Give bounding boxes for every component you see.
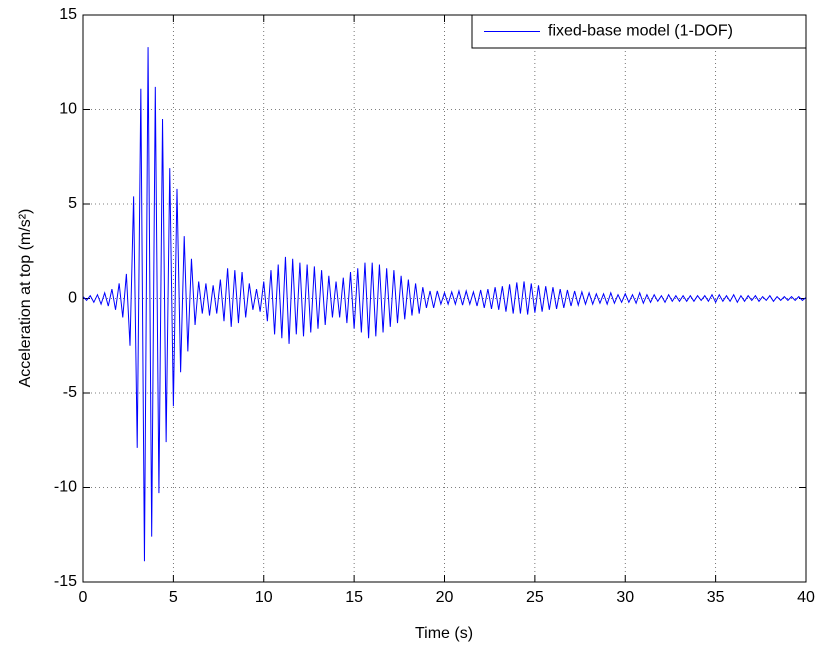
x-tick-label: 5 [169,589,178,606]
x-tick-label: 40 [797,589,815,606]
x-tick-label: 35 [707,589,725,606]
x-tick-label: 10 [255,589,273,606]
x-tick-label: 20 [436,589,454,606]
y-tick-label: -15 [54,573,77,590]
y-axis-label: Acceleration at top (m/s²) [17,209,34,388]
y-tick-label: 0 [68,290,77,307]
x-tick-label: 15 [345,589,363,606]
y-tick-label: -10 [54,479,77,496]
data-line [82,47,807,562]
x-tick-label: 30 [616,589,634,606]
legend-label: fixed-base model (1-DOF) [548,23,733,40]
y-tick-label: 10 [59,101,77,118]
y-tick-label: 15 [59,6,77,23]
x-axis-label: Time (s) [415,625,473,642]
x-tick-label: 25 [526,589,544,606]
x-tick-label: 0 [79,589,88,606]
y-tick-label: 5 [68,195,77,212]
y-tick-label: -5 [63,384,77,401]
plot-frame [82,14,807,583]
